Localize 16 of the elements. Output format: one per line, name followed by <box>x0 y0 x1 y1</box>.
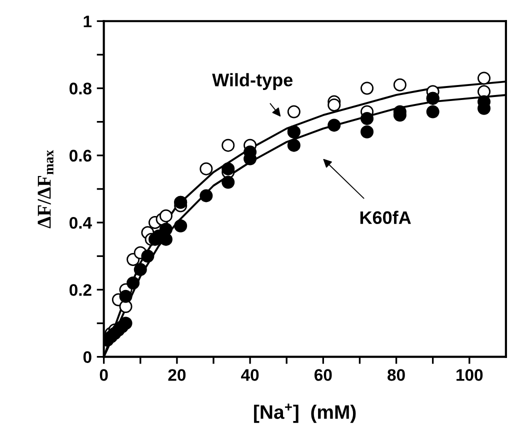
y-tick-label: 0.4 <box>70 216 92 229</box>
x-tick-label: 40 <box>241 369 259 381</box>
x-axis-title: [Na$^{+}$] (mM) <box>254 404 356 423</box>
x-tick-label: 0 <box>100 369 108 381</box>
y-tick-label: 0 <box>83 351 92 364</box>
x-tick-label: 80 <box>388 369 405 381</box>
x-tick-label: 20 <box>168 369 186 381</box>
y-tick-label: 1 <box>84 16 92 28</box>
y-tick-label: 0.6 <box>70 150 92 162</box>
y-tick-label: 0.2 <box>70 284 92 296</box>
x-tick-label: 60 <box>314 369 332 381</box>
annotation: Wild-type <box>212 73 293 90</box>
annotation: K60fA <box>360 210 411 224</box>
y-axis-title: ΔF/ΔF$_{max}$ <box>38 150 54 228</box>
y-tick-label: 0.8 <box>70 82 92 94</box>
x-tick-label: 100 <box>456 369 483 381</box>
